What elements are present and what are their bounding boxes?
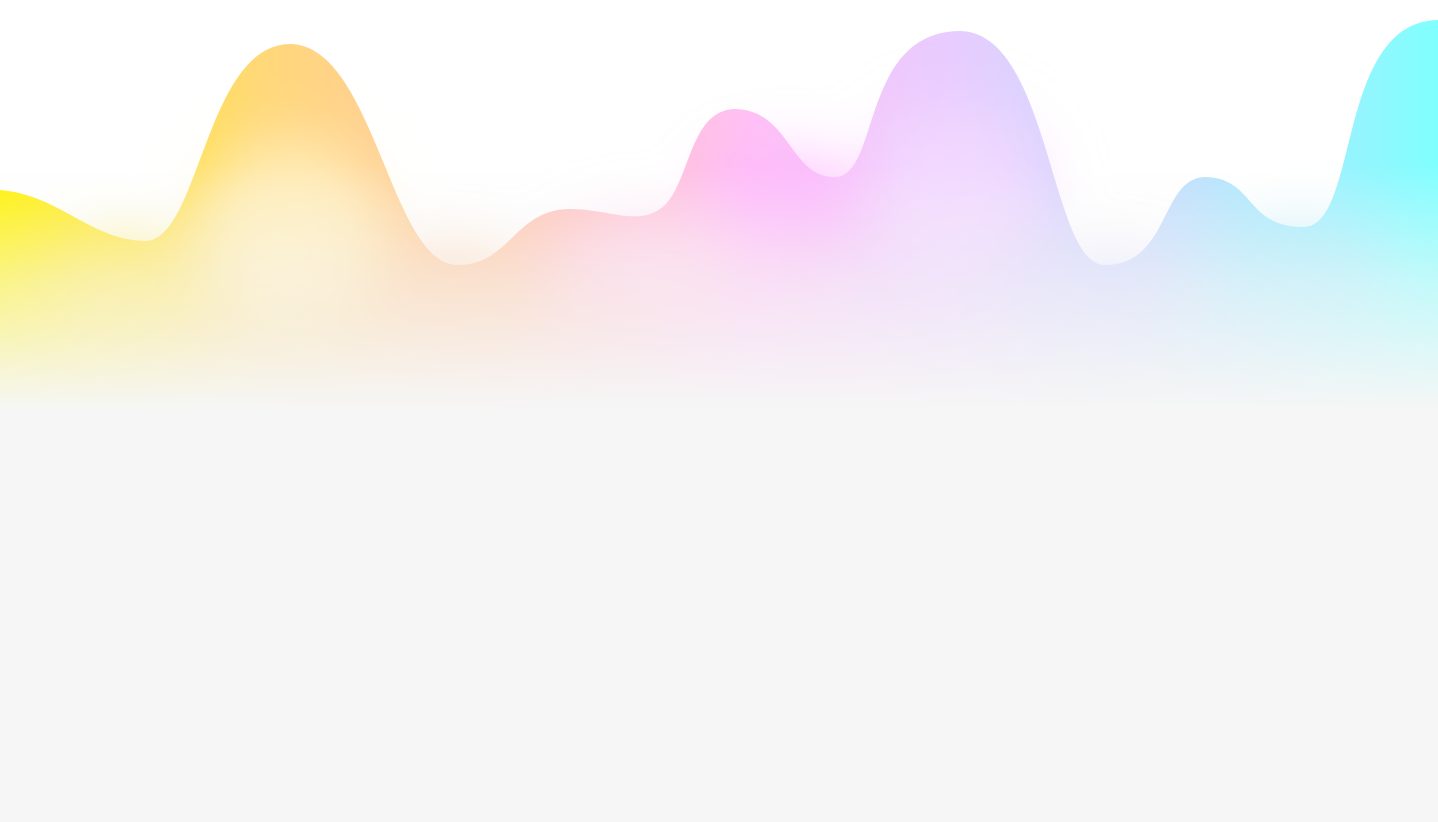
gradient-wave-background bbox=[0, 0, 1438, 822]
wave-illustration bbox=[0, 0, 1438, 822]
bottom-fade bbox=[0, 0, 1438, 822]
